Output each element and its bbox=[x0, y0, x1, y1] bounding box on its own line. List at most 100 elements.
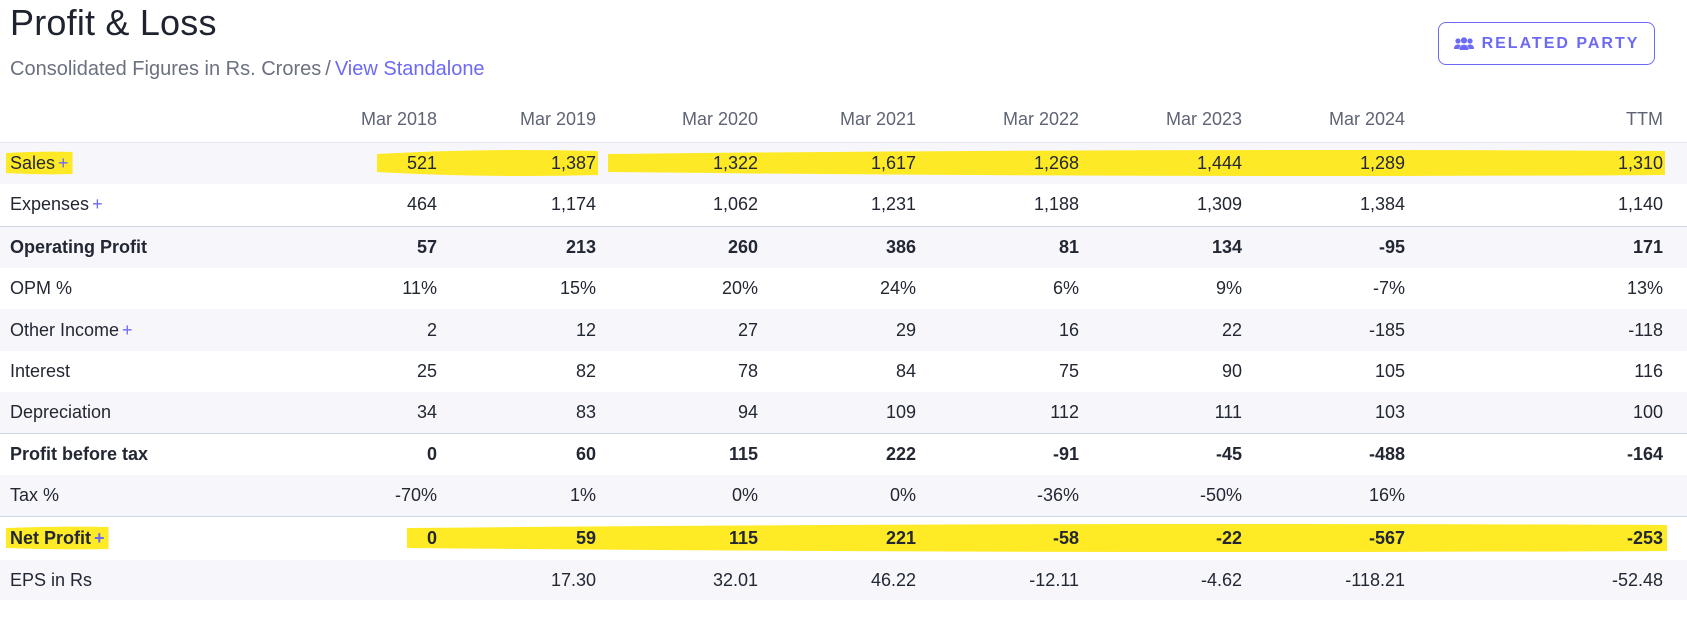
value-cell: -91 bbox=[916, 432, 1079, 475]
value-cell: 0% bbox=[758, 475, 916, 516]
cell-value: 60 bbox=[575, 443, 596, 464]
value-cell: -118 bbox=[1405, 309, 1687, 351]
cell-value: -118.21 bbox=[1345, 569, 1405, 590]
value-cell: 111 bbox=[1079, 392, 1242, 433]
value-cell: 11% bbox=[280, 268, 437, 309]
cell-value: 29 bbox=[895, 319, 916, 340]
related-party-label: RELATED PARTY bbox=[1481, 34, 1640, 52]
row-label-cell[interactable]: Other Income + bbox=[0, 309, 280, 351]
value-cell: 109 bbox=[758, 392, 916, 433]
column-header: TTM bbox=[1405, 98, 1687, 143]
view-standalone-link[interactable]: View Standalone bbox=[334, 58, 485, 80]
table-row[interactable]: Sales +521 1,387 1,322 1,617 1,268 1,444 1,289 1… bbox=[0, 142, 1687, 184]
value-cell: 103 bbox=[1242, 392, 1405, 433]
cell-value: 24% bbox=[879, 278, 916, 298]
cell-value: 1,062 bbox=[712, 194, 758, 215]
value-cell: 1,444 bbox=[1079, 142, 1242, 184]
value-cell: -253 bbox=[1405, 515, 1687, 560]
value-cell: -58 bbox=[916, 515, 1079, 560]
cell-value: 1,387 bbox=[550, 152, 596, 173]
related-party-button[interactable]: RELATED PARTY bbox=[1438, 22, 1655, 65]
expand-plus-icon[interactable]: + bbox=[58, 152, 69, 173]
value-cell: 32.01 bbox=[596, 560, 758, 600]
value-cell: 22 bbox=[1079, 309, 1242, 351]
value-cell: 1,309 bbox=[1079, 184, 1242, 226]
cell-value: 57 bbox=[416, 236, 437, 257]
cell-value: -4.62 bbox=[1200, 569, 1242, 590]
row-label-cell[interactable]: Net Profit + bbox=[0, 515, 280, 560]
cell-value: 1,617 bbox=[870, 152, 916, 173]
row-label-cell: Profit before tax bbox=[0, 432, 280, 475]
value-cell: 1,268 bbox=[916, 142, 1079, 184]
cell-value: 90 bbox=[1221, 361, 1242, 381]
row-label-cell: Depreciation bbox=[0, 392, 280, 433]
value-cell: 1,310 bbox=[1405, 142, 1687, 184]
value-cell: -95 bbox=[1242, 225, 1405, 268]
cell-value: -52.48 bbox=[1611, 569, 1663, 590]
value-cell: 60 bbox=[437, 432, 596, 475]
value-cell: 46.22 bbox=[758, 560, 916, 600]
value-cell: 1,289 bbox=[1242, 142, 1405, 184]
value-cell: 57 bbox=[280, 225, 437, 268]
cell-value: 9% bbox=[1215, 278, 1242, 298]
row-label: Other Income bbox=[10, 319, 120, 340]
value-cell: 1,387 bbox=[437, 142, 596, 184]
row-label: EPS in Rs bbox=[10, 569, 93, 590]
table-row: Depreciation 34 83 94 109 112 111 103 100 bbox=[0, 392, 1687, 433]
page-subtitle: Consolidated Figures in Rs. Crores / View … bbox=[10, 58, 485, 81]
row-label: Sales bbox=[10, 152, 56, 173]
value-cell: -185 bbox=[1242, 309, 1405, 351]
cell-value: 20% bbox=[721, 278, 758, 298]
cell-value: 12 bbox=[575, 319, 596, 340]
row-label-cell[interactable]: Sales + bbox=[0, 142, 280, 184]
value-cell: -22 bbox=[1079, 515, 1242, 560]
cell-value: -567 bbox=[1368, 527, 1405, 548]
value-cell: 0% bbox=[596, 475, 758, 516]
cell-value: 1,140 bbox=[1617, 194, 1663, 215]
cell-value: 100 bbox=[1632, 401, 1663, 422]
value-cell: 17.30 bbox=[437, 560, 596, 600]
cell-value: -185 bbox=[1368, 319, 1405, 340]
cell-value: 84 bbox=[895, 361, 916, 381]
cell-value: 83 bbox=[575, 401, 596, 422]
table-row[interactable]: Other Income +2 12 27 29 16 22 -185 -118 bbox=[0, 309, 1687, 351]
column-header: Mar 2018 bbox=[280, 98, 437, 143]
row-label-cell: Operating Profit bbox=[0, 225, 280, 268]
cell-value: 16 bbox=[1058, 319, 1079, 340]
value-cell: 82 bbox=[437, 351, 596, 392]
value-cell: 260 bbox=[596, 225, 758, 268]
cell-value: 0 bbox=[426, 527, 437, 548]
expand-plus-icon[interactable]: + bbox=[94, 527, 105, 548]
cell-value: -7% bbox=[1372, 278, 1405, 298]
value-cell: 83 bbox=[437, 392, 596, 433]
cell-value: 386 bbox=[885, 236, 916, 257]
value-cell: -118.21 bbox=[1242, 560, 1405, 600]
column-header: Mar 2024 bbox=[1242, 98, 1405, 143]
value-cell: 1,174 bbox=[437, 184, 596, 226]
value-cell: 1,322 bbox=[596, 142, 758, 184]
table-row[interactable]: Expenses +464 1,174 1,062 1,231 1,188 1,309 1,3… bbox=[0, 184, 1687, 226]
table-row: Tax % -70% 1% 0% 0% -36% -50% 16% bbox=[0, 475, 1687, 516]
value-cell: 221 bbox=[758, 515, 916, 560]
value-cell: 1,188 bbox=[916, 184, 1079, 226]
cell-value: 1,309 bbox=[1196, 194, 1242, 215]
value-cell: 16% bbox=[1242, 475, 1405, 516]
column-header: Mar 2020 bbox=[596, 98, 758, 143]
value-cell: 78 bbox=[596, 351, 758, 392]
cell-value: 1,289 bbox=[1359, 152, 1405, 173]
row-label-cell[interactable]: Expenses + bbox=[0, 184, 280, 226]
value-cell: 2 bbox=[280, 309, 437, 351]
cell-value: 1% bbox=[569, 484, 596, 505]
value-cell: 0 bbox=[280, 515, 437, 560]
value-cell: -164 bbox=[1405, 432, 1687, 475]
value-cell: 84 bbox=[758, 351, 916, 392]
value-cell: 1% bbox=[437, 475, 596, 516]
table-row[interactable]: Net Profit +0 59 115 221 -58 -22 -567 -253 bbox=[0, 515, 1687, 560]
cell-value: -36% bbox=[1036, 484, 1079, 505]
value-cell: -488 bbox=[1242, 432, 1405, 475]
row-label: Net Profit bbox=[10, 527, 91, 548]
expand-plus-icon[interactable]: + bbox=[92, 194, 103, 215]
row-label: Profit before tax bbox=[10, 443, 149, 464]
expand-plus-icon[interactable]: + bbox=[122, 319, 133, 340]
column-header: Mar 2022 bbox=[916, 98, 1079, 143]
